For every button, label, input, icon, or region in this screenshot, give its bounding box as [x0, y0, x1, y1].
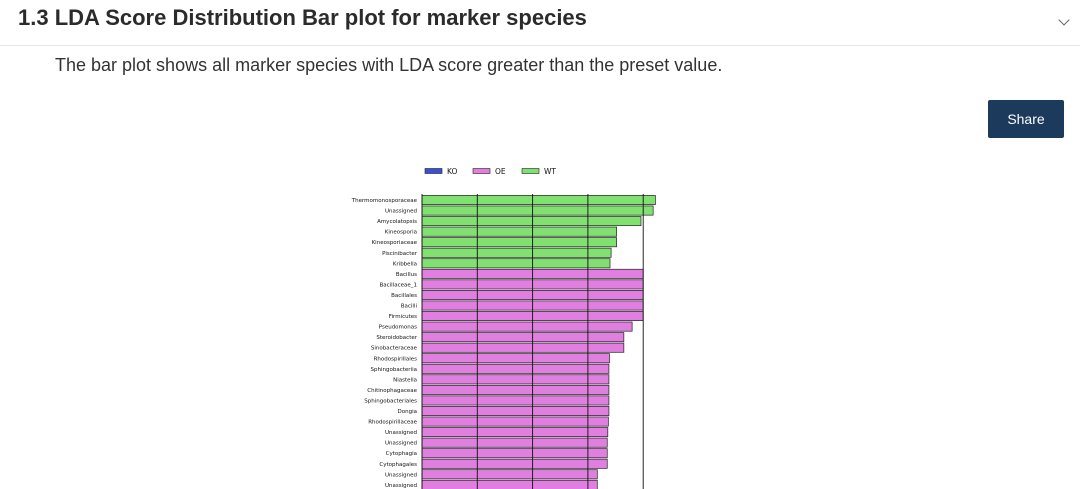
bar-14: [421, 332, 625, 343]
tick-label-9: Bacillaceae_1: [379, 282, 417, 288]
bar-1: [421, 195, 656, 205]
bar-22: [421, 416, 609, 427]
tick-label-14: Steroidobacter: [376, 335, 417, 341]
section-title: 1.3 LDA Score Distribution Bar plot for …: [18, 5, 587, 30]
bar-27: [421, 469, 598, 480]
bar-26: [421, 458, 608, 469]
bar-6: [421, 247, 612, 258]
tick-label-15: Sinobacteraceae: [371, 346, 418, 352]
share-button[interactable]: Share: [988, 100, 1064, 138]
tick-label-22: Rhodospirillaceae: [368, 420, 417, 426]
bar-28: [421, 479, 598, 489]
tick-label-5: Kineosporiaceae: [372, 240, 418, 246]
tick-label-23: Unassigned: [385, 430, 417, 436]
bar-20: [421, 395, 610, 406]
chevron-down-icon[interactable]: [1058, 14, 1070, 26]
tick-label-13: Pseudomonas: [379, 325, 417, 331]
bar-24: [421, 437, 608, 448]
bar-16: [421, 353, 610, 364]
bar-2: [421, 205, 654, 216]
tick-label-27: Unassigned: [385, 472, 417, 478]
section-header[interactable]: 1.3 LDA Score Distribution Bar plot for …: [0, 0, 1080, 46]
bar-3: [421, 216, 642, 227]
bar-17: [421, 363, 610, 374]
tick-label-16: Rhodospirillales: [374, 356, 418, 362]
bar-7: [421, 258, 611, 269]
chart-svg: KO OE WT Thermomonosporaceae Unassigned Amyco…: [351, 167, 656, 489]
tick-label-1: Thermomonosporaceae: [351, 198, 418, 204]
tick-label-11: Bacilli: [401, 304, 418, 310]
tick-label-28: Unassigned: [385, 483, 417, 489]
lda-bar-chart: KO OE WT Thermomonosporaceae Unassigned Amyco…: [0, 150, 1080, 489]
legend-label-oe: OE: [495, 167, 506, 176]
tick-label-4: Kineosporia: [385, 230, 417, 236]
bar-19: [421, 384, 610, 395]
tick-label-25: Cytophagia: [386, 451, 417, 457]
tick-label-20: Sphingobacteriales: [364, 398, 417, 404]
legend-swatch-ko: [424, 168, 443, 174]
legend-label-wt: WT: [544, 167, 556, 176]
tick-label-21: Dongia: [398, 409, 417, 415]
bar-15: [421, 342, 625, 353]
tick-label-19: Chitinophagaceae: [367, 388, 417, 394]
bar-25: [421, 448, 608, 459]
tick-label-24: Unassigned: [385, 441, 417, 447]
bar-18: [421, 374, 610, 385]
tick-label-26: Cytophagales: [379, 462, 417, 468]
legend-swatch-oe: [472, 168, 491, 174]
bar-13: [421, 321, 633, 332]
section-description: The bar plot shows all marker species wi…: [55, 55, 723, 75]
legend-label-ko: KO: [447, 167, 458, 176]
legend-swatch-wt: [521, 168, 540, 174]
tick-label-6: Piscinibacter: [382, 251, 418, 257]
bar-23: [421, 427, 609, 438]
tick-label-8: Bacillus: [396, 272, 417, 278]
tick-label-18: Niastella: [393, 377, 417, 383]
bar-21: [421, 406, 610, 416]
tick-label-12: Firmicutes: [389, 314, 417, 320]
tick-label-2: Unassigned: [385, 209, 417, 215]
tick-label-10: Bacillales: [391, 293, 417, 299]
tick-label-7: Kribbella: [393, 261, 417, 267]
tick-label-3: Amycolatopsis: [377, 219, 417, 225]
tick-label-17: Sphingobacteriia: [371, 367, 417, 373]
